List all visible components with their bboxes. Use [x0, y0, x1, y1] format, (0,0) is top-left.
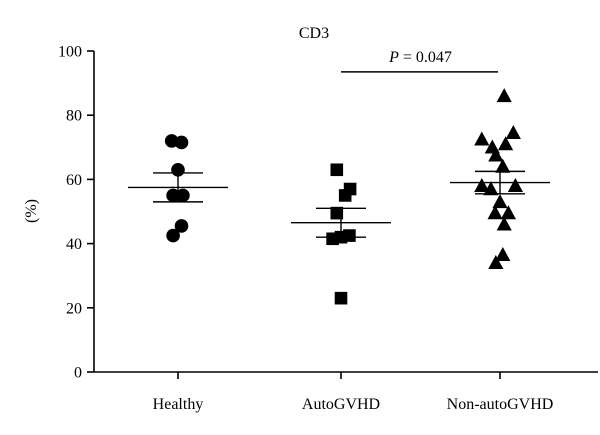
data-point-square	[330, 206, 344, 220]
y-tick-label: 80	[66, 108, 82, 125]
data-point-triangle	[500, 205, 516, 220]
data-point-circle	[176, 188, 190, 203]
data-point-circle	[166, 188, 180, 203]
data-point-square	[338, 189, 352, 202]
data-point-triangle	[487, 205, 503, 220]
data-point-triangle	[488, 147, 504, 162]
significance-annotation: P = 0.047	[341, 49, 498, 73]
p-value-label: P = 0.047	[388, 49, 452, 66]
data-point-triangle	[496, 216, 512, 231]
data-point-triangle	[505, 125, 521, 140]
data-point-circle	[174, 135, 189, 150]
axes: 0 20 40 60 80 100 Healthy AutoGVHD Non-autoGVHD	[58, 44, 598, 413]
data-point-triangle	[483, 181, 499, 196]
y-tick-label: 0	[74, 365, 82, 382]
data-point-square	[330, 163, 344, 177]
data-point-triangle	[495, 158, 511, 173]
mean-sem-bars	[128, 170, 550, 238]
y-tick-label: 60	[66, 172, 82, 189]
y-tick-label: 20	[66, 300, 82, 317]
data-point-square	[334, 291, 348, 305]
data-point-circle	[174, 219, 189, 233]
data-point-triangle	[492, 194, 508, 209]
y-tick-label: 100	[58, 44, 82, 61]
y-axis-label: (%)	[23, 199, 40, 223]
data-point-triangle	[498, 136, 514, 151]
data-point-circle	[166, 228, 180, 243]
data-marks	[164, 88, 523, 305]
data-point-triangle	[474, 131, 490, 146]
x-tick-label: AutoGVHD	[302, 396, 380, 413]
data-point-triangle	[495, 247, 511, 262]
data-point-triangle	[474, 178, 490, 193]
data-point-triangle	[496, 88, 512, 103]
data-point-triangle	[507, 178, 523, 193]
chart-title: CD3	[299, 25, 329, 42]
data-point-triangle	[488, 255, 504, 270]
x-tick-label: Non-autoGVHD	[447, 396, 554, 413]
y-tick-label: 40	[66, 236, 82, 253]
x-tick-label: Healthy	[153, 396, 204, 413]
data-point-square	[326, 232, 339, 246]
